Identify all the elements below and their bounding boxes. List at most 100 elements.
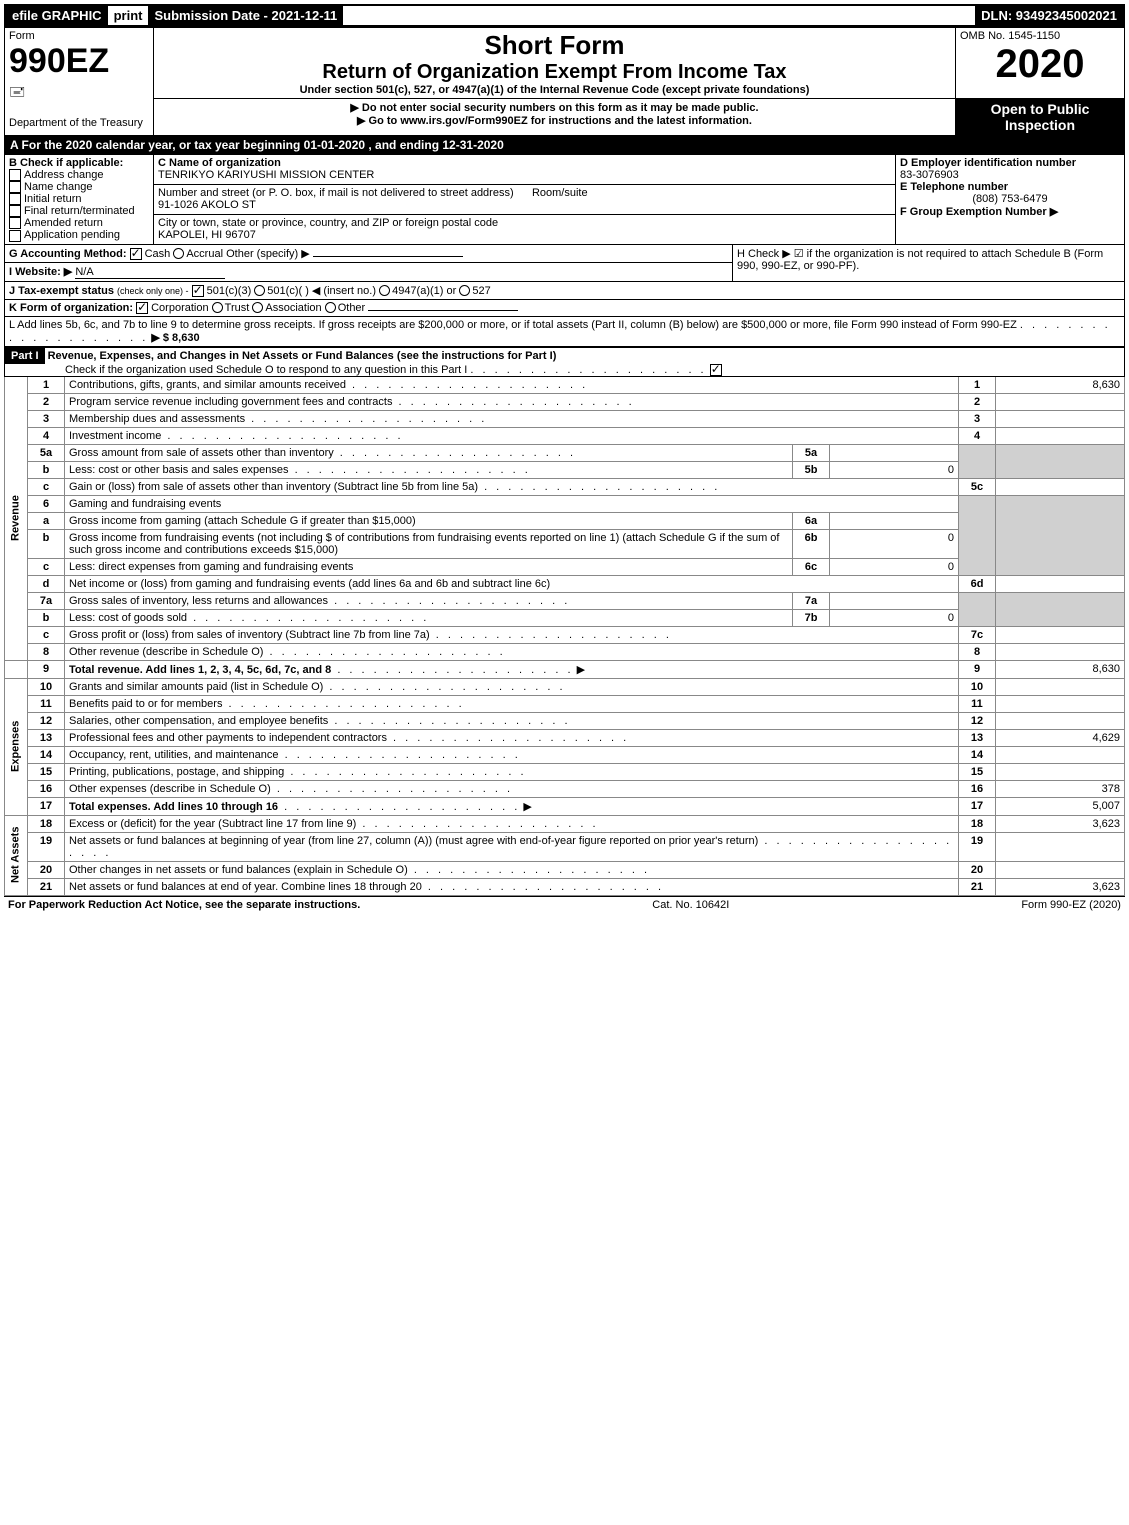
revenue-vertical-label: Revenue	[5, 376, 28, 660]
line-1-desc: Contributions, gifts, grants, and simila…	[69, 379, 346, 391]
chk-name-change[interactable]: Name change	[9, 181, 149, 193]
line-10-num: 10	[28, 678, 65, 695]
line-3-amt	[996, 410, 1125, 427]
line-5b-desc: Less: cost or other basis and sales expe…	[69, 464, 289, 476]
box-c-label: C Name of organization	[158, 157, 281, 169]
line-17-amt: 5,007	[996, 797, 1125, 815]
line-9-desc: Total revenue. Add lines 1, 2, 3, 4, 5c,…	[69, 664, 331, 676]
line-21-num: 21	[28, 878, 65, 895]
line-6b-desc: Gross income from fundraising events (no…	[69, 532, 779, 556]
line-2-amt	[996, 393, 1125, 410]
box-d-label: D Employer identification number	[900, 157, 1120, 169]
chk-address-change[interactable]: Address change	[9, 169, 149, 181]
line-13-label: 13	[959, 729, 996, 746]
line-7b-sublabel: 7b	[793, 609, 830, 626]
line-21-label: 21	[959, 878, 996, 895]
print-link[interactable]: print	[108, 6, 149, 25]
line-7b-num: b	[28, 609, 65, 626]
line-8-amt	[996, 643, 1125, 660]
line-5a-desc: Gross amount from sale of assets other t…	[69, 447, 334, 459]
line-7c-amt	[996, 626, 1125, 643]
line-10-label: 10	[959, 678, 996, 695]
chk-4947[interactable]	[379, 285, 390, 296]
line-3-num: 3	[28, 410, 65, 427]
footer: For Paperwork Reduction Act Notice, see …	[4, 896, 1125, 913]
line-12-label: 12	[959, 712, 996, 729]
line-16-desc: Other expenses (describe in Schedule O)	[69, 783, 271, 795]
line-18-amt: 3,623	[996, 815, 1125, 832]
line-6b-sublabel: 6b	[793, 529, 830, 558]
line-5c-num: c	[28, 478, 65, 495]
part1-label: Part I	[5, 348, 45, 364]
line-8-label: 8	[959, 643, 996, 660]
line-6d-label: 6d	[959, 575, 996, 592]
line-15-label: 15	[959, 763, 996, 780]
line-19-label: 19	[959, 832, 996, 861]
line-12-num: 12	[28, 712, 65, 729]
chk-501c3[interactable]	[192, 285, 204, 297]
line-11-label: 11	[959, 695, 996, 712]
line-19-amt	[996, 832, 1125, 861]
chk-initial-return[interactable]: Initial return	[9, 193, 149, 205]
chk-schedule-o[interactable]	[710, 364, 722, 376]
city-label: City or town, state or province, country…	[158, 217, 498, 229]
line-8-num: 8	[28, 643, 65, 660]
line-1-num: 1	[28, 376, 65, 393]
phone-value: (808) 753-6479	[900, 193, 1120, 205]
form-number: 990EZ	[9, 42, 149, 81]
chk-other-org[interactable]	[325, 302, 336, 313]
line-6c-sublabel: 6c	[793, 558, 830, 575]
line-10-amt	[996, 678, 1125, 695]
line-16-label: 16	[959, 780, 996, 797]
line-7c-desc: Gross profit or (loss) from sales of inv…	[69, 629, 430, 641]
line-5b-subamt: 0	[830, 461, 959, 478]
short-form-title: Short Form	[158, 30, 951, 61]
addr-value: 91-1026 AKOLO ST	[158, 199, 256, 211]
line-20-amt	[996, 861, 1125, 878]
part1-title: Revenue, Expenses, and Changes in Net As…	[48, 350, 557, 362]
line-20-num: 20	[28, 861, 65, 878]
line-6a-subamt	[830, 512, 959, 529]
line-14-num: 14	[28, 746, 65, 763]
chk-trust[interactable]	[212, 302, 223, 313]
return-title: Return of Organization Exempt From Incom…	[158, 61, 951, 84]
line-5c-amt	[996, 478, 1125, 495]
line-4-amt	[996, 427, 1125, 444]
submission-date: Submission Date - 2021-12-11	[148, 6, 343, 25]
line-6a-sublabel: 6a	[793, 512, 830, 529]
efile-label: efile GRAPHIC	[6, 6, 108, 25]
footer-right: Form 990-EZ (2020)	[1021, 899, 1121, 911]
line-2-num: 2	[28, 393, 65, 410]
chk-501c[interactable]	[254, 285, 265, 296]
line-4-desc: Investment income	[69, 430, 161, 442]
tax-year: 2020	[960, 42, 1120, 87]
line-6c-num: c	[28, 558, 65, 575]
line-18-desc: Excess or (deficit) for the year (Subtra…	[69, 818, 356, 830]
line-5c-desc: Gain or (loss) from sale of assets other…	[69, 481, 478, 493]
line-7a-desc: Gross sales of inventory, less returns a…	[69, 595, 328, 607]
line-9-label: 9	[959, 660, 996, 678]
line-6-num: 6	[28, 495, 65, 512]
box-f-label: F Group Exemption Number ▶	[900, 205, 1120, 218]
line-5a-num: 5a	[28, 444, 65, 461]
chk-cash[interactable]	[130, 248, 142, 260]
info-block: B Check if applicable: Address change Na…	[4, 154, 1125, 245]
line-14-desc: Occupancy, rent, utilities, and maintena…	[69, 749, 279, 761]
part1-check: Check if the organization used Schedule …	[5, 364, 467, 376]
chk-amended-return[interactable]: Amended return	[9, 217, 149, 229]
box-e-label: E Telephone number	[900, 181, 1120, 193]
line-5c-label: 5c	[959, 478, 996, 495]
chk-final-return[interactable]: Final return/terminated	[9, 205, 149, 217]
line-16-amt: 378	[996, 780, 1125, 797]
box-l: L Add lines 5b, 6c, and 7b to line 9 to …	[4, 317, 1125, 347]
box-g-label: G Accounting Method:	[9, 248, 127, 260]
chk-corp[interactable]	[136, 302, 148, 314]
chk-accrual[interactable]	[173, 248, 184, 259]
chk-application-pending[interactable]: Application pending	[9, 229, 149, 241]
footer-left: For Paperwork Reduction Act Notice, see …	[8, 899, 360, 911]
chk-527[interactable]	[459, 285, 470, 296]
city-value: KAPOLEI, HI 96707	[158, 229, 256, 241]
line-7c-num: c	[28, 626, 65, 643]
addr-label: Number and street (or P. O. box, if mail…	[158, 187, 514, 199]
chk-assoc[interactable]	[252, 302, 263, 313]
